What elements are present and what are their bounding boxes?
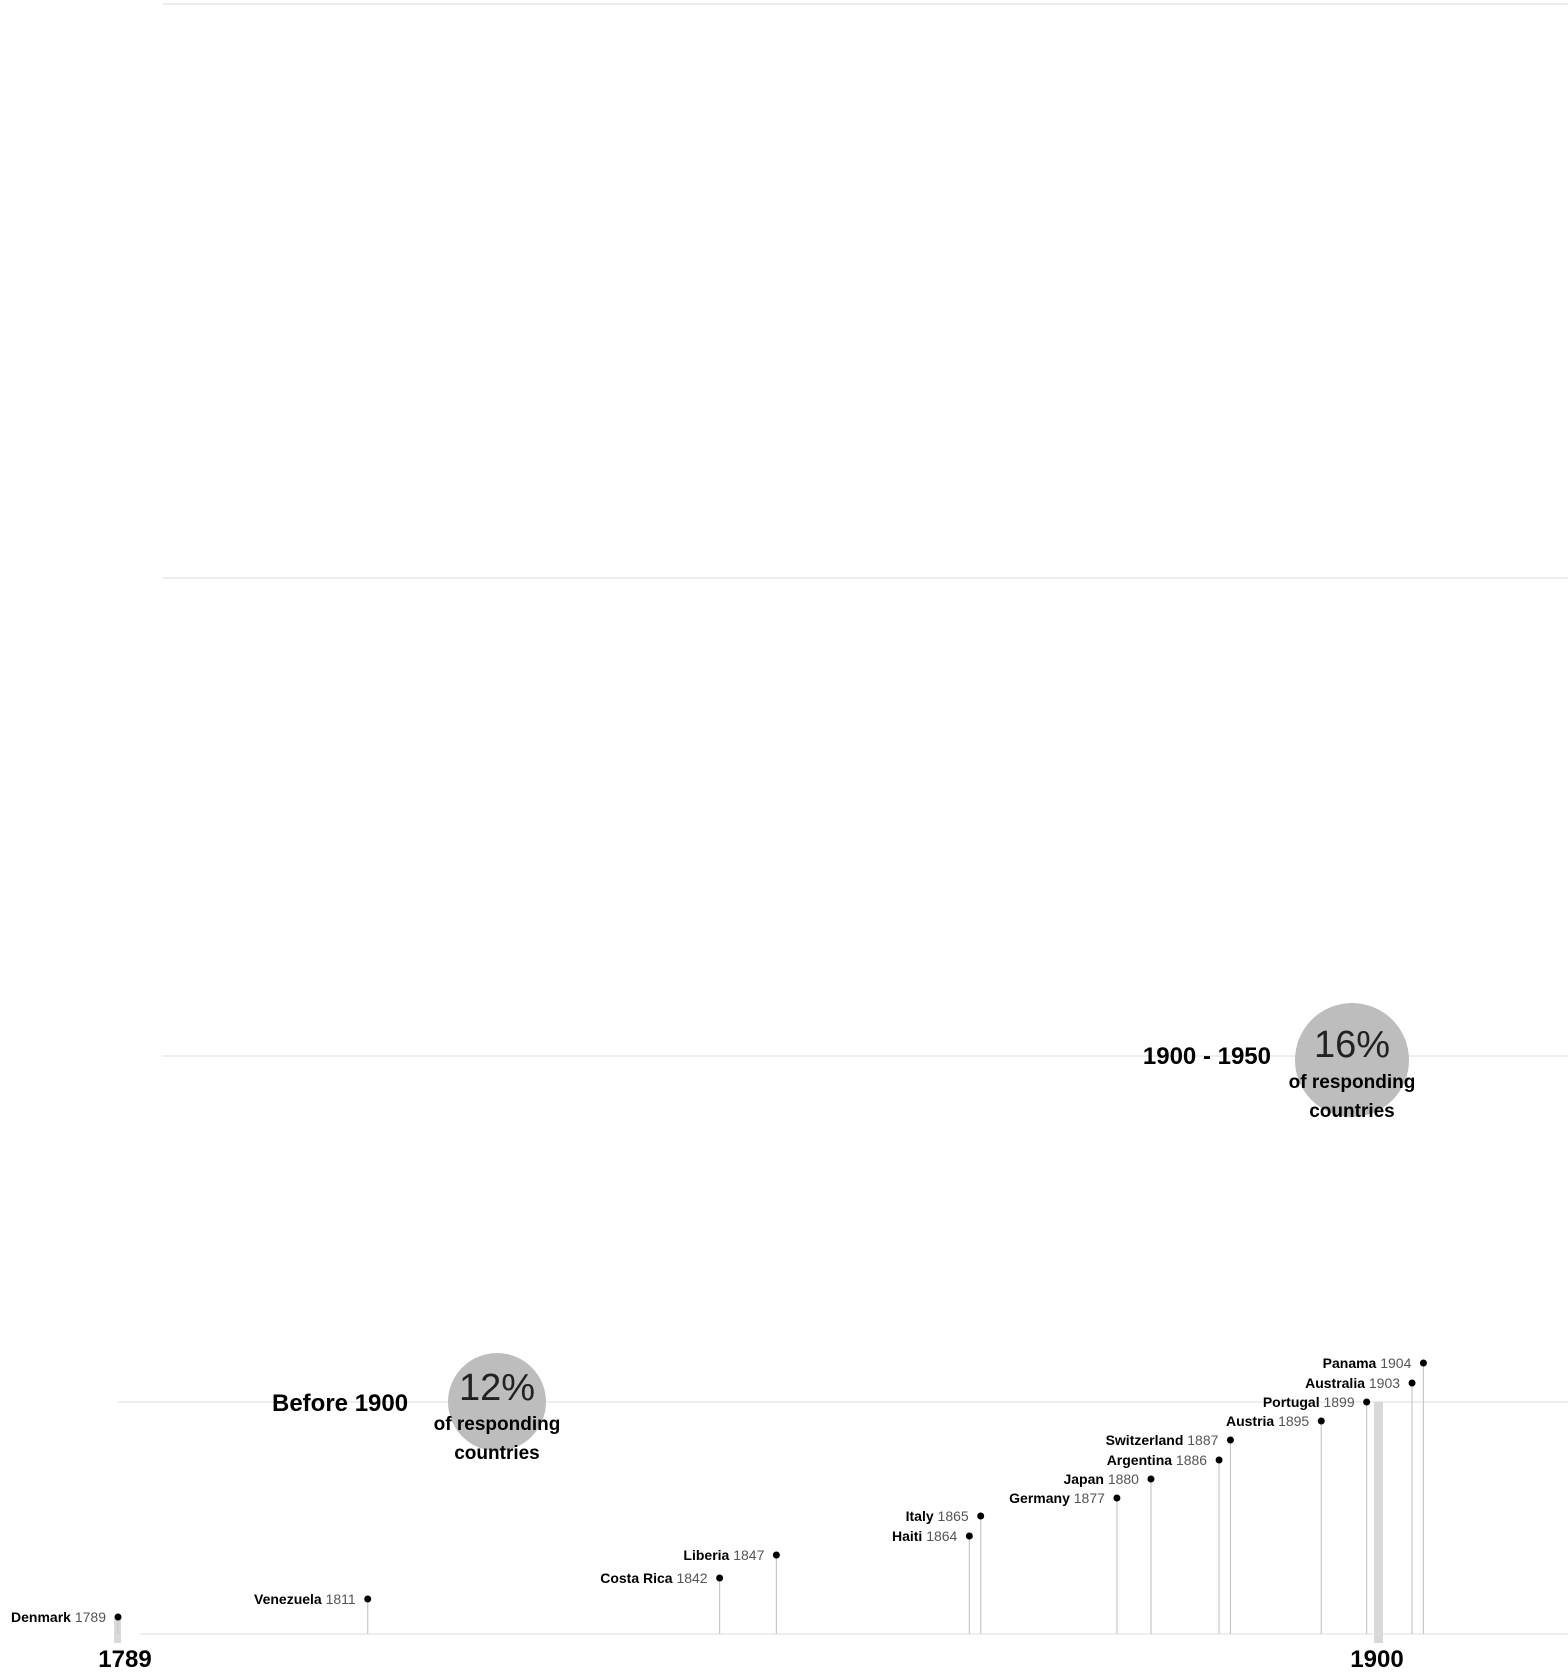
point-dot-switzerland (1226, 1436, 1234, 1444)
point-name-italy: Italy (906, 1508, 938, 1524)
point-venezuela: Venezuela 1811 (254, 1591, 372, 1634)
point-dot-germany (1113, 1494, 1121, 1502)
range-1900-marker (1374, 1402, 1383, 1643)
point-dot-panama (1419, 1359, 1427, 1367)
point-year-australia: 1903 (1369, 1375, 1400, 1391)
point-name-venezuela: Venezuela (254, 1591, 326, 1607)
point-dot-austria (1317, 1417, 1325, 1425)
point-dot-japan (1147, 1475, 1155, 1483)
point-dot-liberia (772, 1551, 780, 1559)
point-dot-venezuela (364, 1595, 372, 1603)
axis-label-start: 1789 (98, 1646, 151, 1673)
point-label-austria: Austria 1895 (1226, 1413, 1309, 1429)
point-name-denmark: Denmark (11, 1609, 75, 1625)
point-italy: Italy 1865 (906, 1508, 985, 1634)
point-label-italy: Italy 1865 (906, 1508, 969, 1524)
point-panama: Panama 1904 (1323, 1355, 1427, 1634)
point-name-austria: Austria (1226, 1413, 1278, 1429)
point-label-argentina: Argentina 1886 (1107, 1452, 1208, 1468)
point-year-haiti: 1864 (926, 1528, 957, 1544)
point-label-japan: Japan 1880 (1063, 1471, 1139, 1487)
point-name-portugal: Portugal (1263, 1394, 1324, 1410)
point-label-panama: Panama 1904 (1323, 1355, 1412, 1371)
point-year-germany: 1877 (1074, 1490, 1105, 1506)
point-label-australia: Australia 1903 (1305, 1375, 1400, 1391)
point-dot-italy (977, 1512, 985, 1520)
point-name-australia: Australia (1305, 1375, 1369, 1391)
point-label-denmark: Denmark 1789 (11, 1609, 106, 1625)
point-name-switzerland: Switzerland (1106, 1432, 1188, 1448)
point-year-liberia: 1847 (733, 1547, 764, 1563)
point-year-austria: 1895 (1278, 1413, 1309, 1429)
axis-label-1900: 1900 (1350, 1646, 1403, 1673)
percent-caption-before-1900-line2: countries (454, 1443, 540, 1464)
point-year-costa-rica: 1842 (676, 1570, 707, 1586)
point-austria: Austria 1895 (1226, 1413, 1325, 1634)
percent-caption-1900-1950-line2: countries (1309, 1101, 1395, 1122)
point-australia: Australia 1903 (1305, 1375, 1416, 1634)
point-name-liberia: Liberia (683, 1547, 733, 1563)
point-label-haiti: Haiti 1864 (892, 1528, 958, 1544)
point-name-panama: Panama (1323, 1355, 1381, 1371)
period-title-before-1900: Before 1900 (272, 1390, 408, 1417)
point-dot-australia (1408, 1379, 1416, 1387)
percent-caption-1900-1950-line1: of responding (1289, 1072, 1416, 1093)
point-year-argentina: 1886 (1176, 1452, 1207, 1468)
point-name-haiti: Haiti (892, 1528, 926, 1544)
point-denmark: Denmark 1789 (11, 1609, 122, 1634)
point-year-italy: 1865 (938, 1508, 969, 1524)
point-label-germany: Germany 1877 (1009, 1490, 1105, 1506)
percent-value-before-1900: 12% (459, 1367, 535, 1409)
point-switzerland: Switzerland 1887 (1106, 1432, 1234, 1634)
point-year-portugal: 1899 (1323, 1394, 1354, 1410)
point-dot-haiti (965, 1532, 973, 1540)
point-year-venezuela: 1811 (326, 1591, 356, 1607)
point-dot-argentina (1215, 1456, 1223, 1464)
point-year-panama: 1904 (1380, 1355, 1411, 1371)
point-portugal: Portugal 1899 (1263, 1394, 1371, 1634)
country-points: Denmark 1789 Venezuela 1811 Costa Rica 184… (11, 1355, 1427, 1634)
point-year-denmark: 1789 (75, 1609, 106, 1625)
point-label-switzerland: Switzerland 1887 (1106, 1432, 1219, 1448)
point-name-costa-rica: Costa Rica (600, 1570, 676, 1586)
point-japan: Japan 1880 (1063, 1471, 1155, 1634)
percent-caption-before-1900-line1: of responding (434, 1414, 561, 1435)
period-title-1900-1950: 1900 - 1950 (1143, 1043, 1271, 1070)
point-label-liberia: Liberia 1847 (683, 1547, 764, 1563)
point-year-switzerland: 1887 (1187, 1432, 1218, 1448)
percent-bubble-1900-1950 (1295, 1003, 1409, 1117)
point-name-japan: Japan (1063, 1471, 1107, 1487)
point-dot-portugal (1363, 1398, 1371, 1406)
percent-value-1900-1950: 16% (1314, 1024, 1390, 1066)
point-dot-denmark (114, 1613, 122, 1621)
point-label-costa-rica: Costa Rica 1842 (600, 1570, 708, 1586)
point-name-argentina: Argentina (1107, 1452, 1176, 1468)
point-label-venezuela: Venezuela 1811 (254, 1591, 356, 1607)
point-costa-rica: Costa Rica 1842 (600, 1570, 724, 1634)
point-liberia: Liberia 1847 (683, 1547, 780, 1634)
point-germany: Germany 1877 (1009, 1490, 1121, 1634)
point-year-japan: 1880 (1108, 1471, 1139, 1487)
point-name-germany: Germany (1009, 1490, 1074, 1506)
point-label-portugal: Portugal 1899 (1263, 1394, 1355, 1410)
point-dot-costa-rica (716, 1574, 724, 1582)
point-haiti: Haiti 1864 (892, 1528, 973, 1634)
point-argentina: Argentina 1886 (1107, 1452, 1223, 1634)
percent-bubble-before-1900 (448, 1353, 546, 1451)
